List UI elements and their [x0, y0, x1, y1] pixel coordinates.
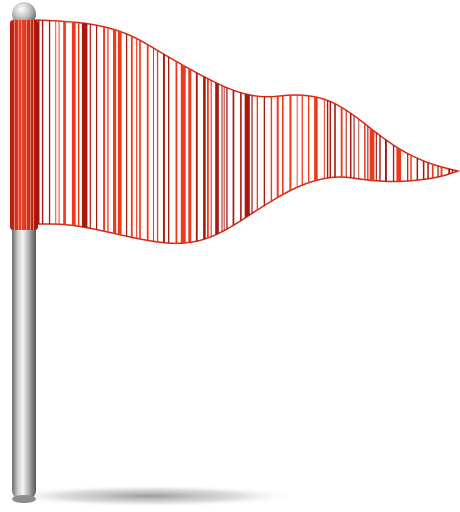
barcode-stripe [367, 20, 369, 244]
barcode-stripe [63, 20, 66, 244]
barcode-stripe [437, 20, 439, 244]
barcode-stripe [210, 20, 212, 244]
barcode-stripe [410, 20, 412, 244]
barcode-stripe [396, 20, 402, 244]
barcode-stripe [350, 20, 352, 244]
barcode-stripe [323, 20, 325, 244]
barcode-stripe [282, 20, 284, 244]
barcode-stripe [251, 20, 253, 244]
barcode-stripe [301, 20, 303, 244]
barcode-stripe [168, 20, 170, 244]
barcode-stripe [345, 20, 347, 244]
barcode-stripe [223, 20, 225, 244]
barcode-stripe [41, 20, 44, 244]
barcode-stripe [296, 20, 298, 244]
barcode-stripe [226, 20, 228, 244]
barcode-stripe [340, 20, 343, 244]
barcode-stripe [329, 20, 331, 244]
barcode-stripe [77, 20, 80, 244]
barcode-stripe [358, 20, 360, 244]
barcode-stripe [427, 20, 429, 244]
barcode-stripe [38, 20, 40, 244]
barcode-stripe [455, 20, 458, 244]
barcode-stripe [431, 20, 434, 244]
barcode-stripe [270, 20, 273, 244]
barcode-stripe [188, 20, 192, 244]
barcode-stripe [203, 20, 206, 244]
barcode-stripe [113, 20, 117, 244]
pole-shadow [0, 485, 300, 507]
barcode-stripe [180, 20, 186, 244]
collar-stripe [14, 20, 15, 230]
barcode-stripe [89, 20, 91, 244]
collar-stripe [33, 20, 34, 230]
barcode-stripe [240, 20, 242, 244]
barcode-stripe [71, 20, 76, 244]
barcode-stripe [364, 20, 366, 244]
barcode-stripe [451, 20, 453, 244]
barcode-stripe [139, 20, 141, 244]
barcode-stripe [407, 20, 409, 244]
barcode-stripe [156, 20, 159, 244]
barcode-stripe [107, 20, 109, 244]
barcode-stripe [232, 20, 235, 244]
collar-stripe [30, 20, 31, 230]
barcode-stripe [353, 20, 355, 244]
barcode-stripe [256, 20, 258, 244]
barcode-stripe [221, 20, 223, 244]
collar-stripes [14, 20, 34, 230]
barcode-stripe [334, 20, 336, 244]
barcode-stripe [215, 20, 219, 244]
barcode-stripe [195, 20, 198, 244]
barcode-stripe [58, 20, 60, 244]
barcode-stripe [369, 20, 375, 244]
barcode-stripe [392, 20, 395, 244]
barcode-stripe [385, 20, 387, 244]
barcode-stripe [263, 20, 265, 244]
barcode-stripe [314, 20, 318, 244]
barcode-stripe [375, 20, 377, 244]
barcode-stripe [416, 20, 419, 244]
barcode-stripe [308, 20, 310, 244]
barcode-stripe [136, 20, 138, 244]
collar-stripe [18, 20, 19, 230]
barcode-stripe [326, 20, 329, 244]
barcode-stripe [153, 20, 154, 244]
barcode-stripe [276, 20, 279, 244]
barcode-stripe [440, 20, 443, 244]
collar-stripe [21, 20, 22, 230]
barcode-stripe [207, 20, 209, 244]
barcode-stripe [96, 20, 98, 244]
barcode-stripe [81, 20, 88, 244]
barcode-stripe [126, 20, 128, 244]
barcode-stripe [103, 20, 105, 244]
barcode-stripe [48, 20, 51, 244]
barcode-stripe [55, 20, 57, 244]
barcode-stripe [130, 20, 133, 244]
pole-base [12, 495, 36, 503]
barcode-stripe [163, 20, 165, 244]
barcode-stripe [117, 20, 122, 244]
collar-stripe [26, 20, 27, 230]
flag-cloth [35, 19, 460, 245]
barcode-stripe [244, 20, 250, 244]
barcode-stripe [289, 20, 292, 244]
barcode-stripe [146, 20, 149, 244]
barcode-stripe [175, 20, 178, 244]
barcode-stripe [422, 20, 425, 244]
barcode-stripe [448, 20, 451, 244]
